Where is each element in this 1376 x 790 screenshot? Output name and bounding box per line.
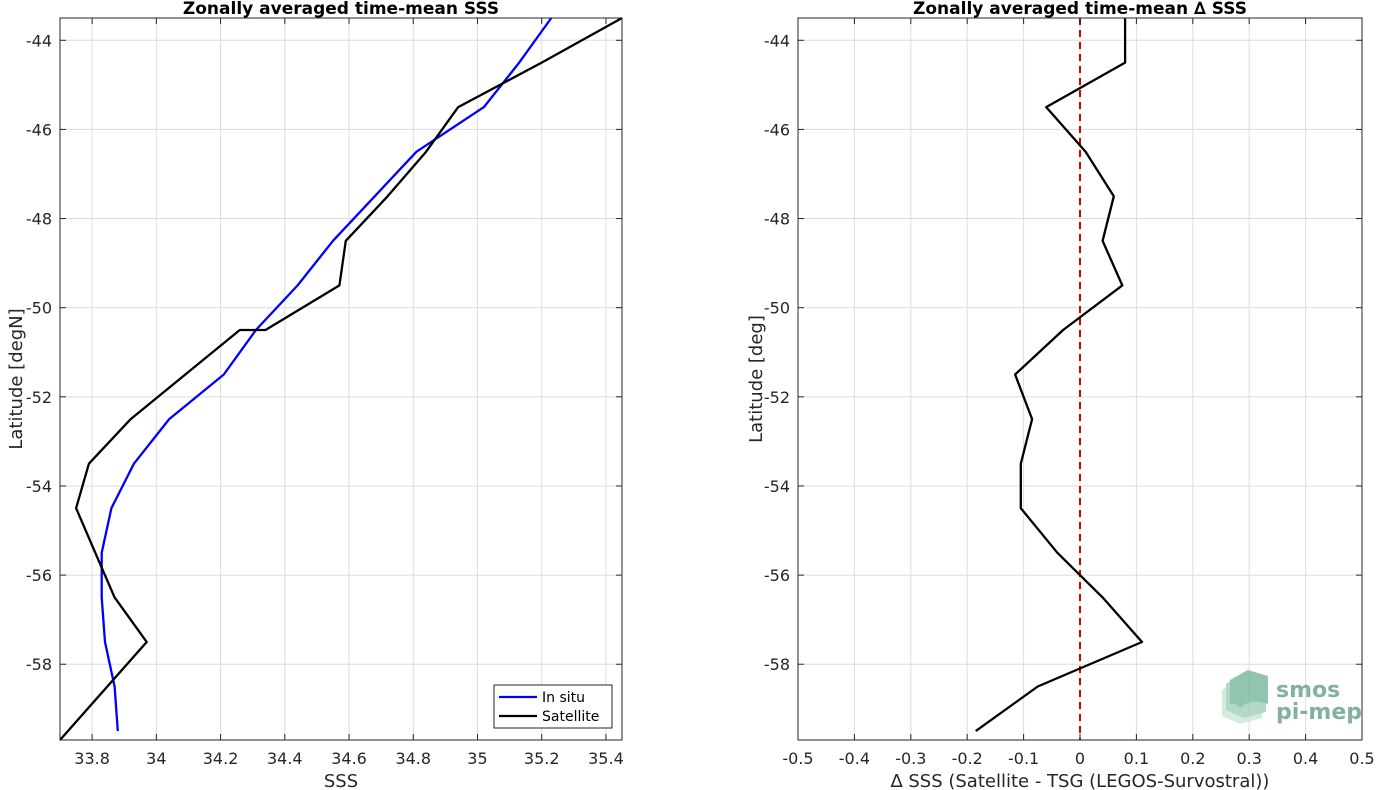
y-axis-label: Latitude [deg] [746, 315, 767, 443]
tick-labels: -0.5 -0.4 -0.3 -0.2 -0.1 0 0.1 0.2 0.3 0.4 0.5 -58 -… [764, 18, 1375, 768]
legend-box [493, 684, 613, 729]
x-tick-label: -0.1 [1008, 749, 1039, 768]
x-tick-label: 0.2 [1180, 749, 1205, 768]
y-tick-label: -48 [764, 210, 790, 229]
x-tick-label: 0 [1075, 749, 1085, 768]
smos-pi-mep-logo: smos pi-mep [1222, 670, 1362, 725]
y-tick-label: -54 [764, 477, 790, 496]
y-tick-label: -44 [764, 31, 790, 50]
x-tick-label: 34.6 [331, 749, 367, 768]
series-group [975, 18, 1144, 740]
x-tick-label: 0.5 [1349, 749, 1374, 768]
chart-title: Zonally averaged time-mean SSS [183, 0, 499, 19]
x-tick-label: 35.4 [588, 749, 624, 768]
logo-text-smos: smos [1276, 678, 1340, 703]
logo-text-pi-mep: pi-mep [1276, 700, 1362, 725]
x-tick-label: 0.3 [1236, 749, 1261, 768]
x-tick-label: 34.2 [203, 749, 239, 768]
x-axis-label: SSS [324, 771, 358, 790]
legend-entry-in-situ: In situ [542, 690, 585, 706]
series-group [59, 16, 623, 741]
y-axis-label: Latitude [degN] [6, 308, 27, 449]
y-tick-label: -44 [26, 31, 52, 50]
legend: In situ Satellite [493, 684, 613, 729]
y-tick-label: -56 [26, 566, 52, 585]
y-tick-label: -46 [26, 120, 52, 139]
logo-waves-icon [1222, 670, 1268, 724]
sss-panel: 33.8 34 34.2 34.4 34.6 34.8 35 35.2 35.4 -58 -56 -5… [6, 0, 624, 790]
series-line-delta-sss [975, 18, 1144, 733]
y-tick-label: -52 [26, 388, 52, 407]
y-tick-label: -46 [764, 120, 790, 139]
x-tick-label: 0.1 [1124, 749, 1149, 768]
x-tick-label: -0.2 [952, 749, 983, 768]
y-tick-label: -54 [26, 477, 52, 496]
x-tick-label: 35.2 [524, 749, 560, 768]
x-tick-label: -0.5 [782, 749, 813, 768]
axes-frame [59, 17, 623, 741]
delta-sss-panel: -0.5 -0.4 -0.3 -0.2 -0.1 0 0.1 0.2 0.3 0.4 0.5 -58 -… [746, 0, 1375, 790]
y-tick-label: -56 [764, 566, 790, 585]
x-tick-label: 35 [467, 749, 487, 768]
series-line-satellite [59, 16, 623, 741]
x-tick-label: -0.4 [839, 749, 870, 768]
grid-lines [60, 18, 622, 740]
y-tick-label: -58 [764, 655, 790, 674]
y-tick-label: -48 [26, 210, 52, 229]
chart-title: Zonally averaged time-mean ∆ SSS [913, 0, 1247, 19]
y-tick-label: -50 [764, 299, 790, 318]
y-tick-label: -52 [764, 388, 790, 407]
y-tick-label: -50 [26, 299, 52, 318]
x-tick-label: 0.4 [1293, 749, 1318, 768]
series-line-in-situ [100, 17, 553, 732]
x-tick-label: 34.4 [267, 749, 303, 768]
x-axis-label: ∆ SSS (Satellite - TSG (LEGOS-Survostral… [890, 771, 1270, 790]
x-tick-label: -0.3 [895, 749, 926, 768]
x-tick-label: 34 [146, 749, 166, 768]
tick-labels: 33.8 34 34.2 34.4 34.6 34.8 35 35.2 35.4 -58 -56 -5… [26, 18, 624, 768]
plot-area [60, 18, 622, 740]
x-tick-label: 33.8 [74, 749, 110, 768]
legend-entry-satellite: Satellite [542, 709, 599, 725]
x-tick-label: 34.8 [395, 749, 431, 768]
y-tick-label: -58 [26, 655, 52, 674]
